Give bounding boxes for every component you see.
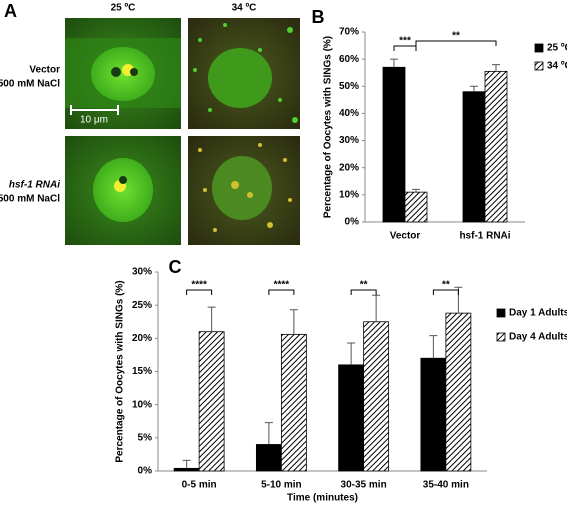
row-label: 500 mM NaCl [0,194,60,205]
legend-swatch [496,308,506,318]
panel-label: A [4,1,17,21]
significance-bracket [393,45,417,51]
error-bar [470,85,478,92]
y-tick-label: 40% [339,108,359,119]
y-tick-label: 25% [132,300,152,311]
bar [484,70,508,223]
y-tick-label: 0% [138,466,153,477]
y-tick-label: 70% [339,27,359,38]
significance-label: *** [399,36,411,47]
row-label: hsf-1 RNAi [9,180,60,191]
panel-label: B [312,7,325,27]
x-tick-label: 35-40 min [423,480,469,491]
column-label: 25 ºC [111,3,136,14]
y-tick-label: 10% [339,189,359,200]
panel-label: C [169,257,182,277]
row-label: Vector [29,65,60,76]
bar [420,357,447,472]
bar [338,364,365,472]
error-bar [492,64,500,72]
significance-label: ** [360,280,368,291]
legend-label: 34 ºC [547,61,567,72]
significance-bracket [432,289,459,295]
x-tick-label: 5-10 min [261,480,302,491]
x-tick-label: 0-5 min [182,480,217,491]
legend-label: 25 ºC [547,43,567,54]
y-tick-label: 30% [339,135,359,146]
significance-label: ** [452,31,460,42]
y-tick-label: 15% [132,366,152,377]
bar [363,321,390,472]
error-bar [372,294,381,322]
bar [445,312,472,472]
column-label: 34 ºC [232,3,257,14]
error-bar [289,309,298,335]
significance-label: **** [191,280,207,291]
bar [404,191,428,223]
x-tick-label: Vector [390,231,421,242]
y-tick-label: 50% [339,81,359,92]
y-tick-label: 0% [345,217,360,228]
y-tick-label: 60% [339,54,359,65]
y-axis-title: Percentage of Oocytes with SINGs (%) [323,36,334,218]
error-bar [412,188,420,193]
y-tick-label: 20% [132,333,152,344]
error-bar [182,459,191,469]
scale-bar-label: 10 μm [80,115,108,126]
y-tick-label: 5% [138,432,153,443]
error-bar [347,342,356,365]
bar [462,91,486,223]
significance-bracket [268,289,295,295]
significance-bracket [350,289,377,295]
x-tick-label: 30-35 min [341,480,387,491]
legend-swatch [534,43,544,53]
error-bar [429,335,438,359]
bar [173,467,200,472]
y-axis-title: Percentage of Oocytes with SINGs (%) [115,280,126,462]
significance-bracket [186,289,213,295]
error-bar [390,58,398,68]
y-tick-label: 30% [132,267,152,278]
error-bar [207,306,216,332]
x-axis-title: Time (minutes) [287,493,358,504]
x-tick-label: hsf-1 RNAi [459,231,510,242]
bar [382,66,406,223]
row-label: 500 mM NaCl [0,79,60,90]
error-bar [264,422,273,445]
y-tick-label: 20% [339,162,359,173]
legend-swatch [496,332,506,342]
significance-label: **** [274,280,290,291]
legend-label: Day 4 Adults [509,332,567,343]
bar [198,331,225,472]
significance-bracket [415,40,497,46]
bar [280,333,307,472]
significance-label: ** [442,280,450,291]
bar [255,444,282,472]
y-tick-label: 10% [132,399,152,410]
legend-swatch [534,61,544,71]
micrographs [65,18,300,245]
legend-label: Day 1 Adults [509,308,567,319]
